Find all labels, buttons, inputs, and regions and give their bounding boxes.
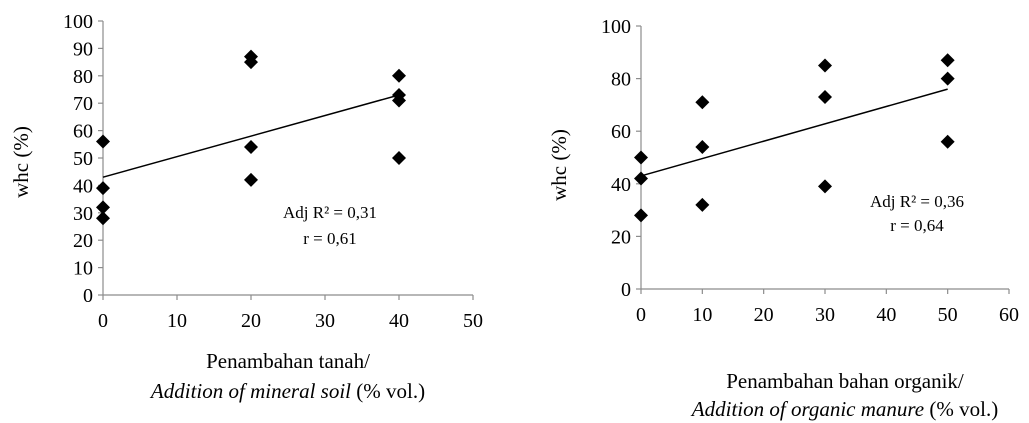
y-tick-label: 20 — [611, 226, 631, 248]
x-axis-label-line2: Addition of mineral soil (% vol.) — [149, 379, 425, 403]
x-tick-label: 0 — [636, 304, 646, 326]
x-axis-label-italic: Addition of mineral soil — [149, 379, 351, 403]
x-axis-label-line1: Penambahan tanah/ — [206, 349, 370, 373]
data-point — [695, 139, 710, 154]
trendline — [102, 94, 400, 178]
y-tick-label: 20 — [73, 230, 93, 252]
x-tick-label: 60 — [999, 304, 1019, 326]
data-point — [392, 68, 406, 83]
x-tick-label: 20 — [754, 304, 774, 326]
y-tick-label: 0 — [83, 285, 93, 307]
y-tick-label: 70 — [73, 93, 93, 115]
data-point — [634, 150, 648, 165]
data-point — [244, 55, 258, 70]
data-point — [818, 90, 832, 105]
data-point — [96, 134, 110, 149]
x-tick-label: 10 — [167, 310, 187, 332]
data-point — [695, 95, 710, 110]
x-axis-label-italic: Addition of organic manure — [690, 397, 924, 421]
x-tick-label: 30 — [315, 310, 335, 332]
y-tick-label: 40 — [73, 175, 93, 197]
y-tick-label: 80 — [73, 66, 93, 88]
data-point — [940, 71, 955, 86]
y-axis-label: whc (%) — [9, 126, 33, 198]
x-tick-label: 20 — [241, 310, 261, 332]
x-axis-label-unit: (% vol.) — [924, 397, 998, 421]
x-tick-label: 10 — [692, 304, 712, 326]
data-point — [96, 200, 110, 215]
data-point — [940, 53, 955, 68]
x-tick-label: 40 — [876, 304, 896, 326]
y-tick-label: 30 — [73, 203, 93, 225]
adj-r2-annotation: Adj R² = 0,36 — [870, 192, 964, 211]
x-axis-label-line2: Addition of organic manure (% vol.) — [690, 397, 998, 421]
y-axis-label: whc (%) — [547, 129, 571, 201]
y-tick-label: 50 — [73, 148, 93, 170]
x-tick-label: 50 — [463, 310, 483, 332]
x-tick-label: 50 — [938, 304, 958, 326]
adj-r2-annotation: Adj R² = 0,31 — [283, 203, 377, 222]
y-tick-label: 60 — [611, 121, 631, 143]
y-tick-label: 40 — [611, 174, 631, 196]
data-point — [244, 140, 258, 155]
data-point — [96, 211, 110, 226]
data-point — [244, 172, 258, 187]
data-point — [940, 134, 955, 149]
data-point — [818, 179, 832, 194]
chart-mineral-soil: whc (%) Penambahan tanah/ Addition of mi… — [9, 11, 483, 403]
x-tick-label: 0 — [98, 310, 108, 332]
y-tick-label: 60 — [73, 121, 93, 143]
y-tick-label: 90 — [73, 38, 93, 60]
trendline — [640, 88, 948, 177]
data-point — [392, 93, 406, 108]
data-point — [634, 208, 648, 223]
data-point — [695, 197, 710, 212]
y-tick-label: 0 — [621, 279, 631, 301]
x-axis-label-unit: (% vol.) — [351, 379, 425, 403]
r-annotation: r = 0,61 — [303, 229, 357, 248]
y-tick-label: 80 — [611, 69, 631, 91]
data-point — [634, 171, 648, 186]
data-point — [96, 181, 110, 196]
data-point — [392, 151, 406, 165]
x-tick-label: 30 — [815, 304, 835, 326]
y-tick-label: 100 — [63, 11, 93, 33]
y-tick-label: 100 — [601, 16, 631, 38]
y-tick-label: 10 — [73, 258, 93, 280]
x-tick-label: 40 — [389, 310, 409, 332]
x-axis-label-line1: Penambahan bahan organik/ — [726, 369, 964, 393]
r-annotation: r = 0,64 — [890, 216, 944, 235]
data-point — [818, 58, 832, 73]
chart-organic-manure: whc (%) Penambahan bahan organik/ Additi… — [547, 16, 1019, 421]
